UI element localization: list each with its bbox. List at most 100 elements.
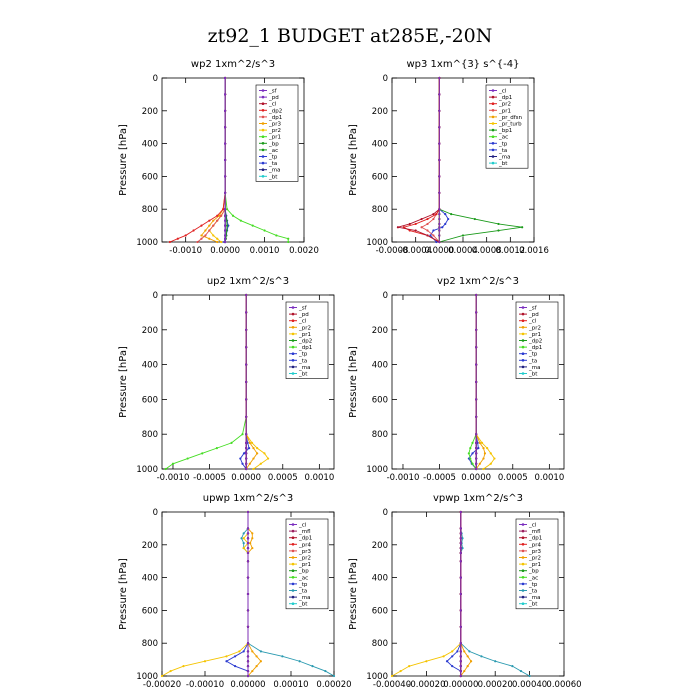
x-tick-label: -0.0010 (157, 473, 190, 483)
x-tick-label: 0.0010 (304, 473, 334, 483)
data-point-bp1 (473, 217, 476, 221)
y-tick-label: 400 (372, 574, 388, 584)
legend-marker (521, 582, 525, 586)
data-point-cl (459, 665, 462, 668)
data-point-dp1 (220, 214, 223, 217)
data-point-pr2 (463, 669, 466, 673)
data-point-pr2 (220, 240, 223, 244)
x-tick-label: -0.0005 (193, 473, 226, 483)
data-point-tp (447, 217, 450, 221)
data-point-cl (438, 217, 441, 221)
x-tick-label: -0.0008 (376, 246, 409, 256)
data-point-dp1 (200, 237, 203, 240)
legend-entry: _pr1 (498, 108, 511, 114)
x-tick-label: -0.00010 (186, 680, 224, 690)
legend-entry: _dp1 (528, 345, 542, 351)
legend-marker (291, 602, 295, 605)
legend-marker (291, 359, 295, 362)
panel-title: wp2 1xm^2/s^3 (191, 59, 275, 70)
legend-entry: _tp (528, 582, 538, 588)
data-point-tp (444, 222, 447, 226)
legend-marker (291, 306, 295, 309)
legend-marker (521, 589, 525, 592)
panel-4: vp2 1xm^2/s^3 Pressure [hPa] 0 200 400 600 800… (348, 276, 565, 483)
data-point-sf (224, 158, 227, 162)
y-tick-label: 200 (142, 107, 158, 117)
legend-entry: _ta (298, 358, 307, 364)
legend-entry: _bt (298, 372, 308, 378)
data-point-sf (224, 214, 227, 217)
legend-marker (521, 345, 525, 349)
legend-marker (291, 549, 295, 553)
legend-entry: _pr2 (268, 128, 281, 134)
legend-entry: _pr2 (298, 556, 311, 562)
data-point-pr1 (242, 537, 245, 540)
y-tick-label: 800 (372, 205, 388, 215)
y-axis-label: Pressure [hPa] (118, 346, 129, 418)
legend-marker (261, 168, 265, 171)
data-point-dp1 (414, 229, 417, 232)
panel-3: up2 1xm^2/s^3 Pressure [hPa] 0 200 400 600 800… (118, 276, 335, 483)
legend-marker (521, 365, 525, 369)
data-point-pr1 (203, 660, 207, 663)
series-line-tp (446, 512, 462, 676)
legend-entry: _ac (528, 575, 538, 581)
legend-entry: _cl (528, 523, 537, 529)
data-point-cl (246, 560, 250, 563)
data-point-sf (245, 328, 248, 331)
data-point-sf (245, 363, 248, 366)
x-tick-label: 0.00000 (443, 680, 478, 690)
data-point-sf (245, 467, 248, 471)
data-point-bp (225, 229, 228, 232)
data-point-tp (242, 452, 246, 455)
data-point-ta (242, 532, 245, 535)
data-point-dp1 (426, 234, 429, 237)
data-point-tp (435, 240, 438, 244)
data-point-ta (311, 665, 314, 668)
x-tick-label: 0.00040 (512, 680, 547, 690)
data-point-bp1 (461, 234, 465, 237)
data-point-pr1 (256, 447, 259, 450)
panel-2: wp3 1xm^{3} s^{-4} Pressure [hPa] 0 200 400 6… (348, 59, 549, 256)
data-point-cl (459, 537, 462, 540)
data-point-sf (224, 142, 227, 145)
data-point-ta (281, 655, 284, 658)
legend-entry: _sf (528, 306, 538, 312)
data-point-pr2 (249, 542, 252, 545)
data-point-cl (459, 510, 462, 514)
data-point-cl (459, 560, 462, 563)
data-point-pr2 (414, 222, 417, 226)
x-tick-label: 0.00020 (478, 680, 513, 690)
data-point-dp1 (396, 226, 400, 229)
data-point-pr1 (493, 457, 496, 460)
data-point-dp1 (241, 433, 244, 436)
data-point-pr1 (482, 467, 485, 471)
panel-5: upwp 1xm^2/s^3 Pressure [hPa] 0 200 400 600 80… (118, 493, 352, 690)
legend-marker (521, 602, 525, 605)
x-tick-label: 0.00010 (273, 680, 308, 690)
data-point-pr1 (231, 214, 235, 217)
data-point-sf (224, 109, 227, 112)
data-point-sf (475, 447, 478, 450)
data-point-pr2 (251, 650, 254, 653)
data-point-pr1 (489, 452, 492, 455)
data-point-dp1 (171, 462, 175, 465)
data-point-cl (438, 175, 441, 178)
data-point-tp (248, 447, 251, 450)
x-tick-label: -0.0004 (399, 246, 432, 256)
legend-marker (291, 372, 295, 375)
data-point-sf (224, 229, 227, 232)
data-point-pr3 (212, 219, 215, 222)
y-tick-label: 400 (142, 140, 158, 150)
y-tick-label: 400 (372, 361, 388, 371)
legend-marker (291, 589, 295, 592)
data-point-dp1 (420, 217, 423, 221)
legend-entry: _pr2 (528, 556, 541, 562)
data-point-pr1 (182, 665, 185, 668)
data-point-pr1 (486, 447, 489, 450)
y-tick-label: 400 (142, 361, 158, 371)
data-point-ta (494, 660, 497, 663)
legend-entry: _ac (298, 575, 308, 581)
legend-entry: _pr2 (498, 102, 511, 108)
data-point-dp2 (208, 219, 211, 222)
